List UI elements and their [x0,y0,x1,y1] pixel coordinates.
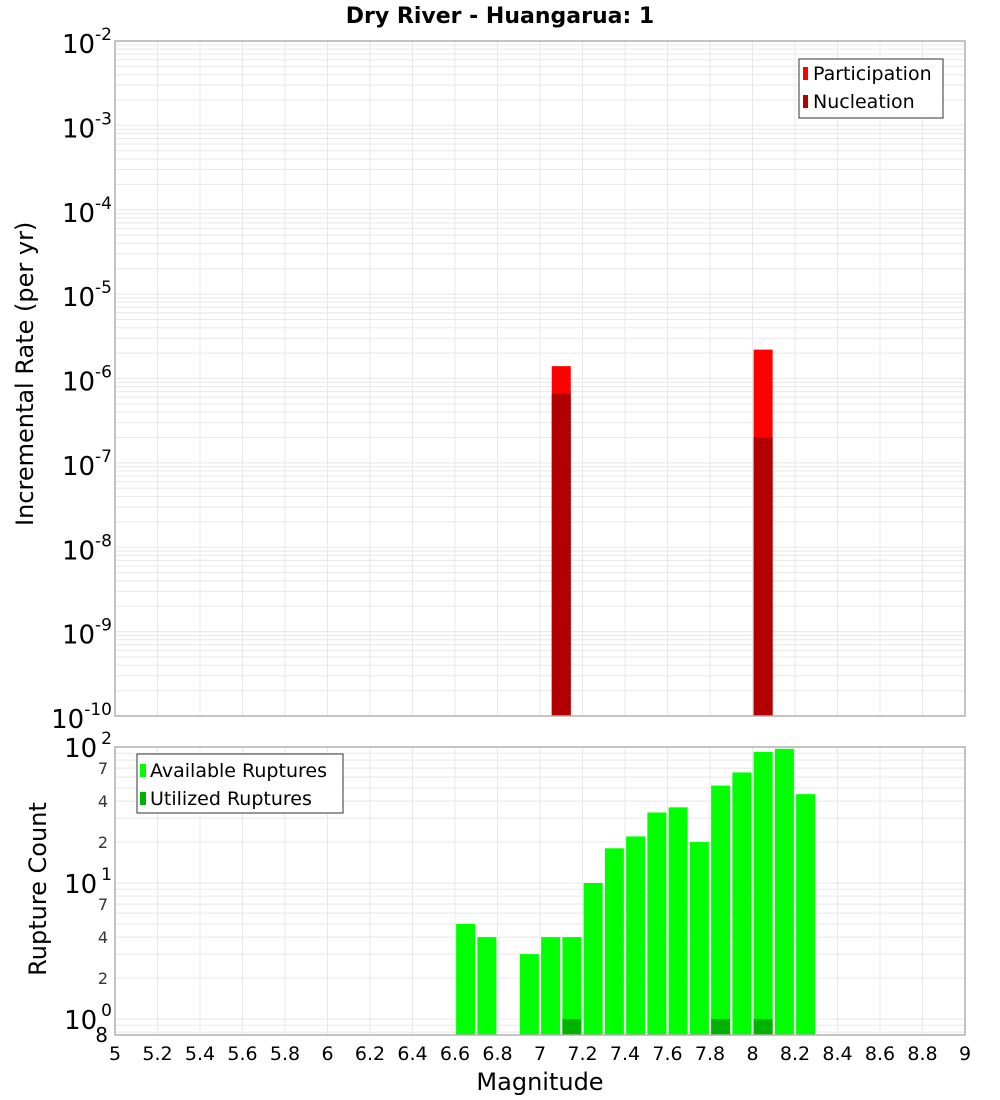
nucleation-bar [753,437,773,716]
svg-text:10-7: 10-7 [62,447,112,482]
svg-text:5.4: 5.4 [185,1043,215,1065]
svg-text:7: 7 [98,759,108,778]
svg-text:8.2: 8.2 [780,1043,810,1065]
available-bar [732,772,752,1035]
legend-available: Available Ruptures [150,760,327,782]
svg-text:8.4: 8.4 [822,1043,852,1065]
legend-nucleation: Nucleation [813,91,915,113]
svg-text:5.6: 5.6 [227,1043,257,1065]
available-bar [541,937,561,1035]
svg-text:102: 10 2 [64,729,112,764]
available-bar [456,923,476,1035]
available-bar [647,812,667,1035]
nucleation-bar [551,393,571,716]
available-swatch-icon [140,764,146,777]
svg-text:8: 8 [746,1043,758,1065]
svg-text:10-6: 10-6 [62,363,112,398]
svg-text:10-3: 10-3 [62,109,112,144]
available-bar [626,836,646,1035]
legend-participation: Participation [813,63,932,85]
available-bar [583,883,603,1035]
svg-text:8.6: 8.6 [865,1043,895,1065]
bottom-legend: Available Ruptures Utilized Ruptures [136,753,344,814]
svg-text:6.2: 6.2 [355,1043,385,1065]
participation-swatch-icon [803,67,808,80]
svg-text:10-2: 10-2 [62,25,112,60]
top-plot-frame [114,40,966,717]
svg-text:7.6: 7.6 [652,1043,682,1065]
available-bar [604,848,624,1035]
chart-title: Dry River - Huangarua: 1 [345,4,655,29]
svg-text:9: 9 [959,1043,971,1065]
svg-text:6.4: 6.4 [397,1043,427,1065]
available-bar [562,937,582,1035]
svg-text:5.2: 5.2 [142,1043,172,1065]
available-bar [477,937,497,1035]
top-y-axis-ticks: 10-2 10-3 10-4 10-5 10-6 10-7 10-8 10-9 10-10 [51,25,112,735]
svg-text:5.8: 5.8 [270,1043,300,1065]
available-bar [796,794,816,1035]
available-bar [774,748,794,1035]
svg-text:10-10: 10-10 [51,700,112,735]
svg-text:2: 2 [98,969,108,988]
svg-text:6.8: 6.8 [482,1043,512,1065]
svg-text:10-9: 10-9 [62,616,112,651]
svg-text:10-5: 10-5 [62,278,112,313]
available-bar [668,807,688,1035]
svg-text:6: 6 [321,1043,333,1065]
svg-text:10-8: 10-8 [62,531,112,566]
bottom-plot-grid [114,746,966,1035]
svg-text:100: 10 0 [64,1001,112,1036]
utilized-bar [711,1019,731,1035]
svg-text:4: 4 [98,928,108,947]
svg-text:10-4: 10-4 [62,194,112,229]
legend-utilized: Utilized Ruptures [150,788,312,810]
available-bar [689,842,709,1035]
svg-text:101: 10 1 [64,865,112,900]
svg-text:8.8: 8.8 [907,1043,937,1065]
svg-text:4: 4 [98,792,108,811]
svg-text:7.8: 7.8 [695,1043,725,1065]
top-plot-grid [114,41,966,717]
svg-text:7: 7 [98,895,108,914]
top-legend: Participation Nucleation [798,58,944,119]
utilized-bar [753,1019,773,1035]
svg-text:8: 8 [95,1023,108,1047]
available-bar [711,785,731,1035]
utilized-swatch-icon [140,792,146,805]
nucleation-swatch-icon [803,95,808,108]
svg-text:7.2: 7.2 [567,1043,597,1065]
utilized-bar [562,1019,582,1035]
bottom-plot-frame [114,746,966,1036]
svg-text:6.6: 6.6 [440,1043,470,1065]
x-axis-label: Magnitude [476,1068,604,1096]
svg-text:5: 5 [109,1043,121,1065]
top-plot-bars [551,349,773,716]
x-axis-ticks: 5 5.2 5.4 5.6 5.8 6 6.2 6.4 6.6 6.8 7 7.2 7.4 7.6 7.8 8… [109,1043,971,1065]
bottom-plot-bars [456,748,816,1035]
available-bar [753,751,773,1035]
svg-text:7.4: 7.4 [610,1043,640,1065]
available-bar [519,954,539,1035]
svg-text:7: 7 [534,1043,546,1065]
svg-text:2: 2 [98,833,108,852]
